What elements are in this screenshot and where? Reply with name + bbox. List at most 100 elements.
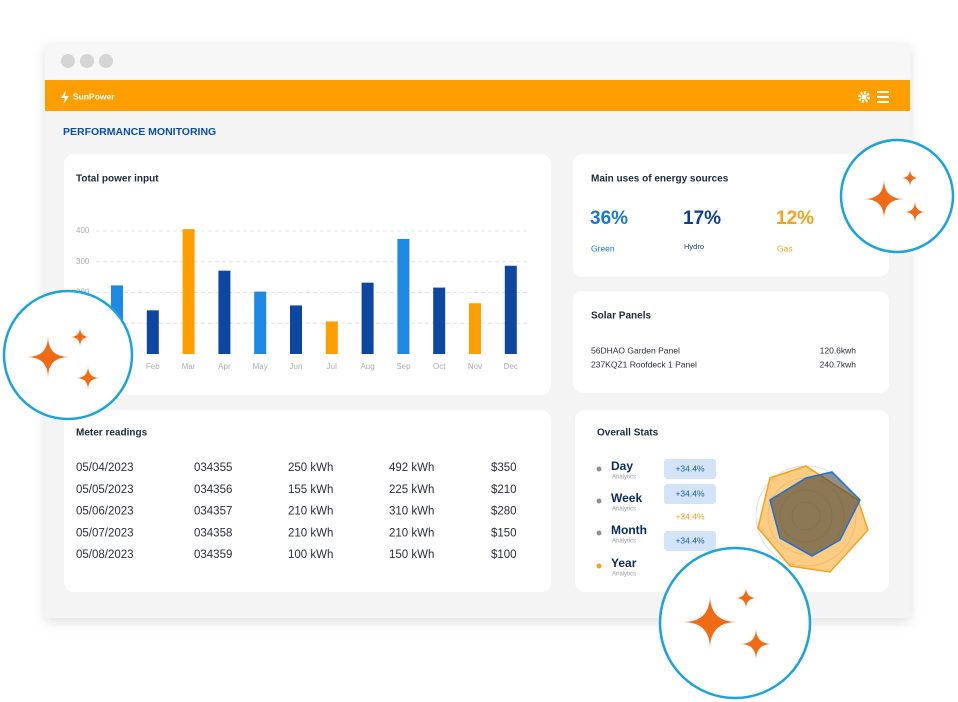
table-cell: 210 kWh (288, 506, 333, 518)
bar (218, 270, 231, 354)
sparkle-star (735, 587, 757, 609)
settings-icon[interactable] (858, 91, 870, 103)
stats-list: Day Analytics +34.4% Week Analytics +34.4% +34… (596, 459, 716, 578)
stat-label: Month (611, 523, 647, 537)
sparkle-star (740, 628, 772, 660)
brand-name: SunPower (73, 91, 115, 101)
x-tick-label: Apr (218, 362, 231, 371)
share-label: Green (591, 243, 615, 253)
bar (504, 265, 517, 354)
x-tick-label: Nov (468, 362, 482, 371)
card (64, 410, 551, 592)
sparkle-overlay (2, 138, 955, 700)
share-value: 12% (776, 208, 814, 229)
x-tick-label: Jul (327, 362, 337, 371)
card-title: Total power input (76, 174, 159, 185)
badge-text: +34.4% (675, 535, 705, 545)
sparkle-badge (658, 546, 812, 700)
panel-name: 56DHAO Garden Panel (591, 345, 680, 355)
stat-sublabel: Analytics (612, 539, 636, 545)
stat-label: Day (611, 459, 633, 473)
card-title: Main uses of energy sources (591, 174, 729, 185)
share-label: Gas (777, 243, 793, 253)
table-cell: 05/05/2023 (76, 484, 134, 496)
y-tick-label: 400 (76, 226, 90, 235)
x-tick-label: Sep (396, 362, 411, 371)
bar (254, 291, 267, 354)
table-cell: 150 kWh (389, 549, 434, 561)
table-cell: $150 (491, 527, 517, 539)
card-title: Solar Panels (591, 311, 651, 322)
window-dot (61, 54, 75, 68)
table-cell: $210 (491, 484, 517, 496)
stat-badge (664, 484, 716, 504)
bar (325, 321, 338, 354)
stat-sublabel: Analytics (612, 572, 636, 578)
table-cell: 492 kWh (389, 462, 434, 474)
card (573, 154, 889, 277)
browser-titlebar (45, 43, 910, 81)
table-cell: 034359 (194, 549, 232, 561)
sparkle-star (904, 201, 926, 223)
card (573, 291, 889, 393)
bar (290, 305, 302, 354)
sparkle-star (683, 595, 737, 649)
sparkle-star (864, 179, 904, 219)
table-cell: 05/07/2023 (76, 527, 134, 539)
table-cell: 210 kWh (288, 527, 333, 539)
share-value: 17% (683, 208, 721, 229)
table-cell: 250 kWh (288, 462, 333, 474)
meter-table: 05/04/2023 034355 250 kWh 492 kWh $350 05/05/… (76, 462, 517, 561)
table-cell: 210 kWh (389, 527, 434, 539)
x-tick-label: Oct (433, 362, 446, 371)
bullet (596, 498, 602, 504)
bullet (596, 530, 602, 536)
bullet (596, 563, 602, 569)
panel-output: 240.7kwh (820, 359, 857, 369)
x-tick-label: May (253, 362, 268, 371)
stat-badge (664, 459, 716, 479)
page-title: PERFORMANCE MONITORING (63, 126, 216, 138)
badge-text: +34.4% (675, 463, 705, 473)
x-tick-label: Jun (290, 362, 303, 371)
table-cell: 034357 (194, 506, 232, 518)
bar (469, 303, 481, 354)
table-cell: 05/04/2023 (76, 462, 134, 474)
radar-chart (755, 465, 869, 573)
table-cell: 05/08/2023 (76, 549, 134, 561)
table-cell: 034356 (194, 484, 232, 496)
table-cell: 05/06/2023 (76, 506, 134, 518)
window-dot (80, 54, 94, 68)
sparkle-badge (839, 138, 955, 254)
panel-output: 120.6kwh (820, 345, 857, 355)
x-tick-label: Feb (146, 362, 160, 371)
bar (397, 238, 410, 354)
sparkle-star (27, 336, 69, 378)
solar-list: 56DHAO Garden Panel 120.6kwh 237KQZ1 Roofd… (591, 345, 856, 369)
table-cell: 155 kWh (288, 484, 333, 496)
table-cell: 100 kWh (288, 549, 333, 561)
bar (182, 229, 195, 354)
x-tick-label: Aug (360, 362, 374, 371)
sparkle-badge (2, 289, 134, 421)
table-cell: $100 (491, 549, 517, 561)
y-tick-label: 300 (76, 257, 90, 266)
menu-icon[interactable] (877, 91, 889, 103)
table-cell: 034358 (194, 527, 232, 539)
table-cell: $280 (491, 506, 517, 518)
x-tick-label: Mar (182, 362, 196, 371)
table-cell: 034355 (194, 462, 232, 474)
card-title: Overall Stats (597, 428, 659, 439)
table-cell: 225 kWh (389, 484, 434, 496)
stat-note: +34.4% (675, 511, 705, 521)
app-header (45, 80, 910, 111)
card-title: Meter readings (76, 428, 148, 439)
bar (361, 282, 374, 354)
bar (433, 287, 446, 354)
share-value: 36% (590, 208, 628, 229)
bullet (596, 466, 602, 472)
stat-label: Year (611, 556, 637, 570)
bar (146, 310, 159, 354)
sparkle-star (76, 366, 100, 390)
